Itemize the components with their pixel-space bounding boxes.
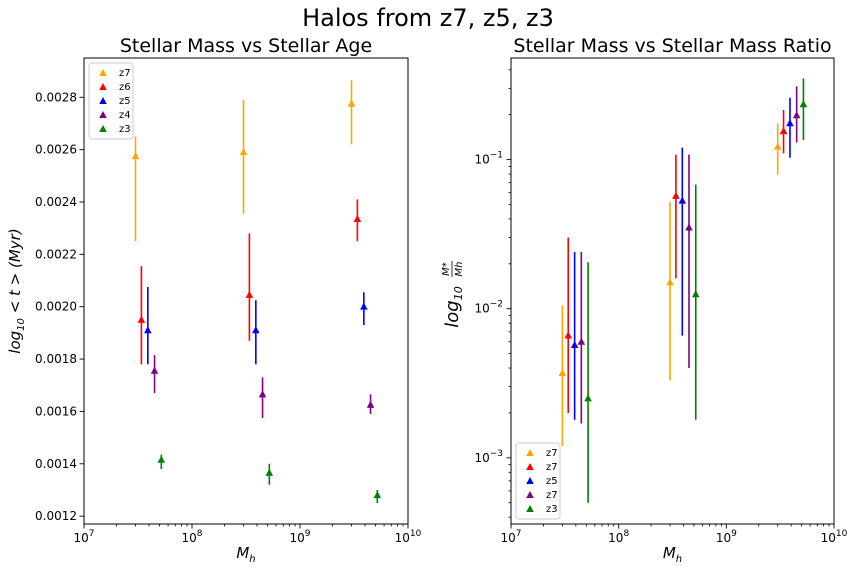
data-point-z3	[691, 290, 700, 298]
figure-suptitle: Halos from z7, z5, z3	[302, 4, 554, 32]
legend-label: z6	[119, 82, 131, 93]
data-point-z4	[150, 366, 159, 374]
legend-label: z3	[119, 124, 131, 135]
data-point-z3	[799, 100, 808, 108]
y-tick-label: 0.0028	[35, 90, 77, 104]
data-point-z5	[252, 326, 260, 334]
data-point-z6	[245, 290, 254, 298]
y-axis-label-denominator: Mh	[454, 262, 465, 277]
data-point-z5	[678, 196, 687, 204]
legend-marker-z6	[99, 83, 107, 90]
data-point-z7	[131, 151, 140, 160]
x-tick-label: 1010	[395, 529, 422, 545]
data-point-z7	[779, 127, 788, 135]
data-point-z7	[773, 142, 782, 150]
panel-title: Stellar Mass vs Stellar Mass Ratio	[513, 35, 831, 57]
data-point-z7	[239, 148, 248, 156]
data-point-z3	[584, 394, 592, 402]
x-tick-label: 1010	[821, 529, 848, 545]
data-point-z6	[353, 214, 362, 222]
y-tick-label: 0.0016	[35, 404, 77, 418]
data-point-z6	[137, 315, 146, 323]
legend-frame	[515, 442, 561, 520]
data-point-z7	[792, 111, 801, 119]
data-point-z5	[786, 119, 794, 127]
legend-marker-z3	[99, 125, 107, 132]
legend-marker-z5	[99, 97, 107, 104]
y-axis-label-numerator: M*	[441, 262, 452, 276]
legend-marker-z7	[526, 463, 534, 470]
y-tick-label: 0.0022	[35, 247, 77, 261]
data-point-z3	[157, 455, 166, 463]
data-point-z7	[564, 331, 573, 339]
legend-marker-z7	[526, 449, 534, 456]
legend-marker-z7	[526, 491, 534, 498]
data-point-z7	[685, 223, 693, 231]
legend-marker-z5	[526, 477, 534, 484]
axes-frame	[83, 57, 409, 525]
y-axis-label-log: log10	[442, 286, 465, 327]
data-point-z7	[666, 278, 674, 286]
data-point-z7	[672, 191, 680, 199]
y-tick-label: 0.0014	[35, 457, 77, 471]
y-tick-label: 0.0012	[35, 509, 77, 523]
data-point-z7	[558, 368, 567, 377]
data-point-z4	[366, 400, 375, 408]
y-tick-label: 10−3	[474, 449, 503, 465]
x-tick-label: 108	[608, 529, 629, 545]
data-point-z3	[373, 491, 382, 499]
x-tick-label: 107	[73, 529, 94, 545]
data-point-z5	[570, 340, 579, 349]
x-axis-label: Mh	[236, 544, 255, 565]
legend-label: z7	[546, 490, 558, 501]
left-panel: Stellar Mass vs Stellar Age 107 108 109 1010…	[6, 35, 422, 565]
legend-marker-z7	[99, 69, 107, 76]
legend: z7 z7 z5 z7 z3	[515, 442, 561, 520]
legend-marker-z3	[526, 505, 534, 512]
y-tick-label: 10−2	[474, 300, 503, 316]
y-tick-label: 0.0018	[35, 352, 77, 366]
legend-label: z5	[546, 476, 558, 487]
y-tick-label: 0.0020	[35, 300, 77, 314]
data-point-z4	[258, 390, 267, 398]
legend-label: z4	[119, 110, 131, 121]
data-point-z5	[360, 302, 368, 310]
y-axis-label: log10 M* Mh	[441, 261, 465, 328]
x-axis-label: Mh	[663, 544, 682, 565]
y-axis-label: log10 < t > (Myr)	[6, 228, 27, 353]
legend-label: z5	[119, 96, 131, 107]
x-tick-label: 109	[289, 529, 310, 545]
x-tick-label: 109	[716, 529, 737, 545]
right-panel: Stellar Mass vs Stellar Mass Ratio 107 108…	[441, 35, 848, 565]
y-tick-label: 0.0024	[35, 195, 77, 209]
data-point-z3	[265, 468, 274, 476]
legend: z7 z6 z5 z4 z3	[88, 62, 134, 140]
legend-label: z7	[119, 68, 131, 79]
x-tick-label: 107	[500, 529, 521, 545]
data-point-z7	[577, 337, 586, 345]
panel-title: Stellar Mass vs Stellar Age	[120, 35, 372, 57]
legend-label: z7	[546, 462, 558, 473]
legend-label: z7	[546, 448, 558, 459]
y-tick-label: 0.0026	[35, 143, 77, 157]
data-point-z7	[347, 99, 356, 107]
y-tick-label: 10−1	[474, 151, 503, 167]
legend-label: z3	[546, 504, 558, 515]
axes-frame	[510, 57, 835, 525]
legend-frame	[88, 62, 134, 140]
data-point-z5	[144, 326, 152, 334]
x-tick-label: 108	[181, 529, 202, 545]
legend-marker-z4	[99, 111, 107, 118]
